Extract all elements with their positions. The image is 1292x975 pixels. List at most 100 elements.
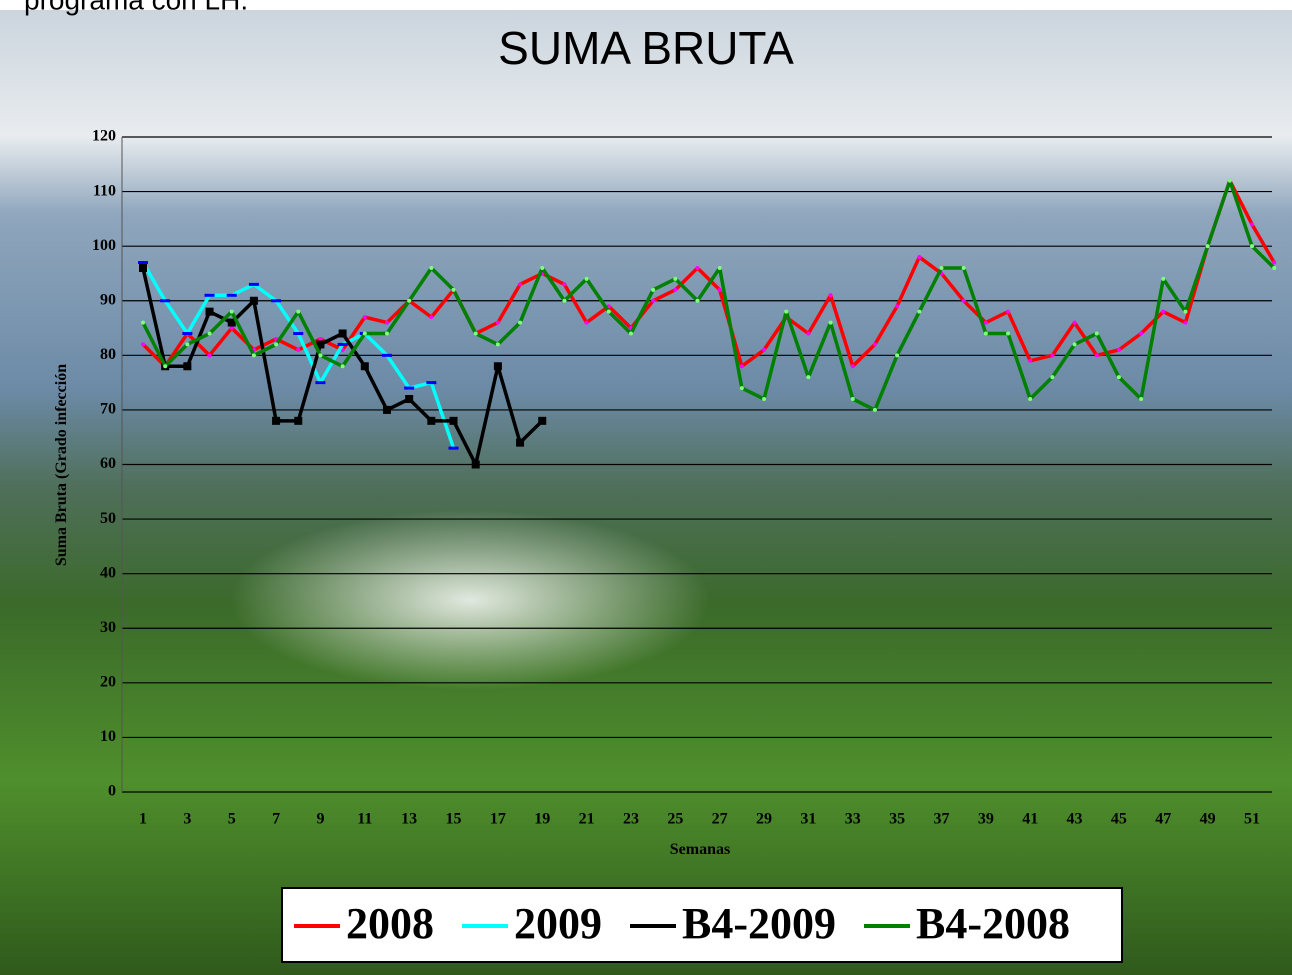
y-tick-label: 70 xyxy=(100,401,116,418)
x-tick-label: 15 xyxy=(446,811,462,828)
marker xyxy=(806,331,811,336)
marker xyxy=(983,320,988,325)
marker xyxy=(651,298,656,303)
marker xyxy=(426,381,437,385)
x-tick-label: 37 xyxy=(933,811,949,828)
x-axis-label: Semanas xyxy=(670,841,730,858)
marker xyxy=(495,320,500,325)
marker xyxy=(540,266,545,270)
marker xyxy=(205,307,214,316)
marker xyxy=(961,266,966,270)
marker xyxy=(226,293,237,297)
marker xyxy=(1183,320,1188,325)
marker xyxy=(182,332,193,335)
marker xyxy=(518,320,523,325)
marker xyxy=(562,298,567,303)
marker xyxy=(251,353,256,358)
marker xyxy=(828,320,833,325)
marker xyxy=(207,353,212,358)
marker xyxy=(695,298,700,303)
marker xyxy=(451,287,456,292)
y-tick-label: 20 xyxy=(100,674,116,691)
marker xyxy=(1006,331,1011,336)
x-tick-label: 19 xyxy=(534,811,550,828)
marker xyxy=(362,315,367,320)
legend xyxy=(281,887,1123,963)
marker xyxy=(248,282,259,286)
marker xyxy=(139,264,147,272)
marker xyxy=(651,287,656,292)
marker xyxy=(316,340,325,349)
x-tick-label: 49 xyxy=(1200,811,1216,828)
x-tick-label: 33 xyxy=(845,811,861,828)
marker xyxy=(806,375,811,380)
marker xyxy=(1139,397,1144,401)
marker xyxy=(338,329,347,338)
marker xyxy=(449,416,458,425)
marker xyxy=(784,309,789,314)
x-tick-label: 13 xyxy=(401,811,417,828)
y-tick-label: 90 xyxy=(100,291,116,308)
marker xyxy=(1272,266,1277,270)
marker xyxy=(983,331,988,336)
marker xyxy=(1006,309,1011,314)
marker xyxy=(516,438,525,447)
marker xyxy=(1116,347,1121,352)
marker xyxy=(895,304,900,309)
marker xyxy=(204,293,215,297)
marker xyxy=(850,364,855,369)
marker xyxy=(895,353,900,358)
x-tick-label: 25 xyxy=(667,811,683,828)
marker xyxy=(695,266,700,270)
marker xyxy=(562,282,567,287)
marker xyxy=(1161,276,1166,281)
marker xyxy=(185,342,190,347)
marker xyxy=(271,299,282,303)
legend-label: B4-2008 xyxy=(916,899,1070,948)
marker xyxy=(227,318,236,327)
x-tick-label: 27 xyxy=(712,811,728,828)
marker xyxy=(628,331,633,336)
x-tick-label: 47 xyxy=(1155,811,1171,828)
marker xyxy=(294,416,303,425)
marker xyxy=(318,353,323,358)
marker xyxy=(384,320,389,325)
page-header: programa con LH. xyxy=(24,0,248,15)
x-tick-label: 39 xyxy=(978,811,994,828)
marker xyxy=(538,416,547,425)
legend-label: 2009 xyxy=(514,899,602,948)
marker xyxy=(405,395,414,403)
marker xyxy=(1250,222,1254,227)
marker xyxy=(584,276,589,281)
marker xyxy=(384,331,389,336)
marker xyxy=(1227,178,1232,183)
x-tick-label: 31 xyxy=(800,811,816,828)
marker xyxy=(141,342,145,347)
marker xyxy=(274,342,279,347)
marker xyxy=(1072,342,1077,347)
y-tick-label: 30 xyxy=(100,619,116,636)
marker xyxy=(1050,375,1055,380)
marker xyxy=(762,347,767,352)
x-tick-label: 29 xyxy=(756,811,772,828)
marker xyxy=(429,266,434,270)
marker xyxy=(1205,244,1210,249)
marker xyxy=(828,293,833,298)
series-line xyxy=(141,178,1276,412)
y-tick-label: 100 xyxy=(92,237,116,254)
marker xyxy=(1272,260,1277,265)
marker xyxy=(762,397,767,401)
marker xyxy=(138,261,148,265)
x-tick-label: 3 xyxy=(183,811,191,828)
marker xyxy=(739,386,744,391)
x-tick-label: 11 xyxy=(357,811,372,828)
x-tick-label: 1 xyxy=(139,811,147,828)
marker xyxy=(315,381,326,385)
marker xyxy=(961,298,966,303)
y-tick-label: 110 xyxy=(93,182,116,199)
legend-label: 2008 xyxy=(346,899,434,948)
y-tick-label: 10 xyxy=(100,728,116,745)
marker xyxy=(293,332,304,335)
